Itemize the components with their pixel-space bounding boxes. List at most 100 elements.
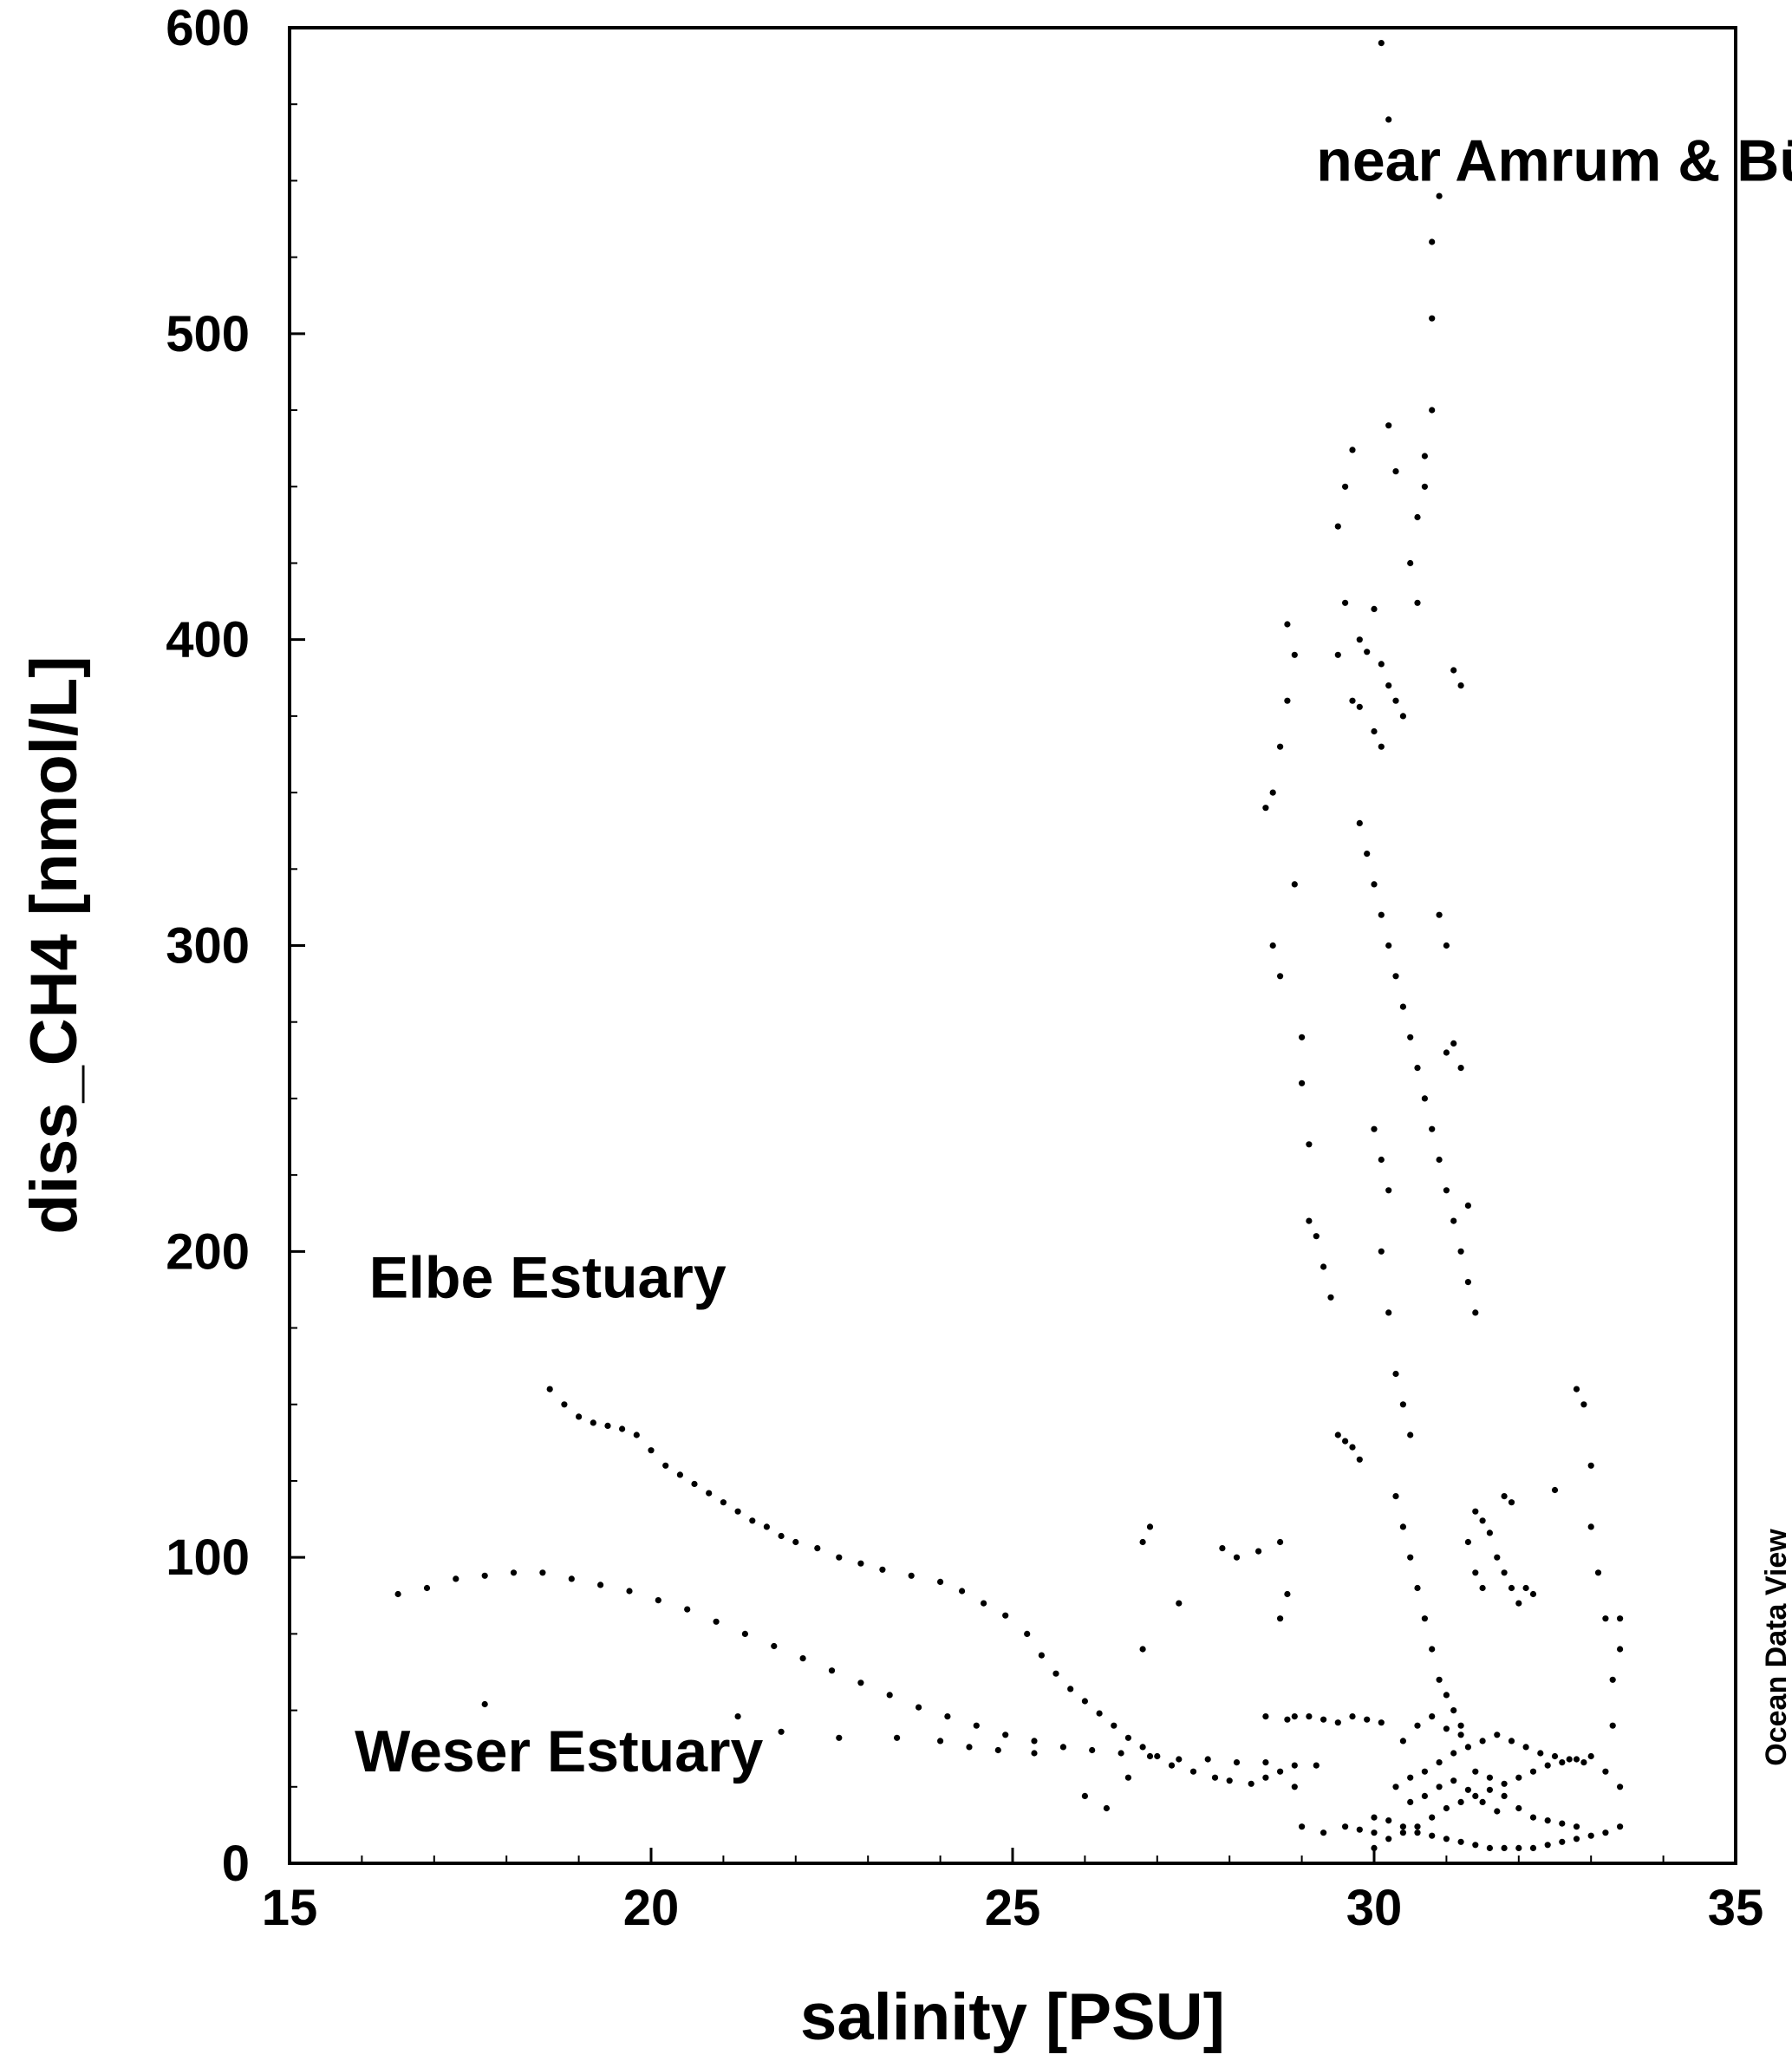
data-point (1414, 599, 1421, 606)
data-point (1176, 1600, 1183, 1607)
data-point (1609, 1676, 1616, 1683)
data-point (1031, 1750, 1038, 1757)
data-point (966, 1744, 973, 1751)
data-point (778, 1532, 785, 1540)
data-point (1399, 1401, 1406, 1408)
data-point (1385, 116, 1392, 123)
data-point (1450, 1707, 1457, 1714)
data-point (771, 1642, 778, 1650)
data-point (1378, 40, 1385, 47)
data-point (778, 1728, 785, 1735)
data-point (1429, 1832, 1436, 1839)
data-point (1327, 1294, 1334, 1301)
data-point (944, 1713, 951, 1720)
data-point (1277, 1615, 1284, 1622)
data-point (937, 1578, 944, 1585)
data-point (1421, 483, 1428, 490)
data-point (1378, 1248, 1385, 1255)
data-point (1262, 1713, 1269, 1720)
data-point (1486, 1786, 1493, 1793)
data-point (1392, 697, 1399, 704)
annotation-elbe: Elbe Estuary (369, 1244, 727, 1310)
data-point (1472, 1792, 1479, 1799)
data-point (1342, 599, 1349, 606)
data-point (539, 1569, 546, 1576)
y-tick-label: 500 (166, 306, 250, 362)
data-point (1501, 1844, 1508, 1851)
data-point (604, 1422, 611, 1429)
data-point (1399, 1823, 1406, 1830)
data-point (1111, 1722, 1118, 1729)
data-point (655, 1597, 661, 1604)
data-point (1371, 605, 1378, 613)
data-point (1371, 1814, 1378, 1821)
data-point (1067, 1686, 1074, 1692)
y-tick-label: 400 (166, 612, 250, 669)
data-point (1103, 1804, 1110, 1812)
data-point (1617, 1823, 1624, 1830)
data-point (1334, 1432, 1341, 1438)
data-point (1443, 1692, 1450, 1699)
data-point (1450, 667, 1457, 674)
data-point (1146, 1752, 1154, 1760)
data-point (1146, 1523, 1154, 1530)
data-point (1334, 1719, 1341, 1726)
data-point (1479, 1798, 1486, 1805)
y-tick-label: 200 (166, 1223, 250, 1280)
data-point (828, 1667, 836, 1674)
data-point (1429, 238, 1436, 245)
data-point (1262, 1774, 1269, 1781)
data-point (1429, 407, 1436, 414)
data-point (1436, 911, 1443, 918)
data-point (1457, 1838, 1464, 1845)
data-point (1573, 1756, 1580, 1763)
data-point (1566, 1756, 1573, 1763)
data-point (1189, 1768, 1197, 1775)
data-point (1407, 1774, 1414, 1781)
data-point (1515, 1774, 1522, 1781)
data-point (973, 1722, 980, 1729)
data-point (1501, 1792, 1508, 1799)
data-point (1544, 1762, 1551, 1769)
data-point (1573, 1836, 1580, 1843)
data-point (1168, 1762, 1176, 1769)
x-tick-label: 25 (985, 1880, 1041, 1936)
data-point (676, 1471, 684, 1478)
data-point (1587, 1752, 1594, 1760)
data-point (1399, 1829, 1406, 1836)
data-point (916, 1704, 922, 1711)
data-point (713, 1618, 720, 1625)
data-point (1204, 1756, 1211, 1763)
data-point (908, 1572, 915, 1579)
data-point (1414, 1722, 1421, 1729)
data-point (1501, 1780, 1508, 1787)
data-point (481, 1572, 488, 1579)
data-point (510, 1569, 518, 1576)
data-point (1277, 1538, 1284, 1546)
annotation-weser: Weser Estuary (355, 1719, 763, 1784)
data-point (886, 1692, 893, 1699)
data-point (1334, 651, 1341, 658)
data-point (481, 1700, 488, 1708)
data-point (1349, 1713, 1356, 1720)
data-point (1385, 942, 1392, 949)
data-point (814, 1545, 821, 1552)
data-point (619, 1425, 626, 1432)
data-point (1407, 1432, 1414, 1438)
data-point (546, 1386, 553, 1392)
data-point (561, 1401, 568, 1408)
data-point (1529, 1814, 1537, 1821)
data-point (1284, 1590, 1291, 1598)
data-point (1233, 1759, 1241, 1766)
data-point (1269, 789, 1276, 796)
data-point (799, 1655, 806, 1662)
data-point (1602, 1615, 1609, 1622)
data-point (1385, 1836, 1392, 1843)
data-point (1226, 1777, 1233, 1784)
data-point (1277, 743, 1284, 750)
data-point (1457, 1065, 1464, 1072)
data-point (597, 1582, 604, 1588)
data-point (1464, 1744, 1471, 1751)
data-point (1544, 1817, 1551, 1824)
data-point (1436, 1784, 1443, 1790)
